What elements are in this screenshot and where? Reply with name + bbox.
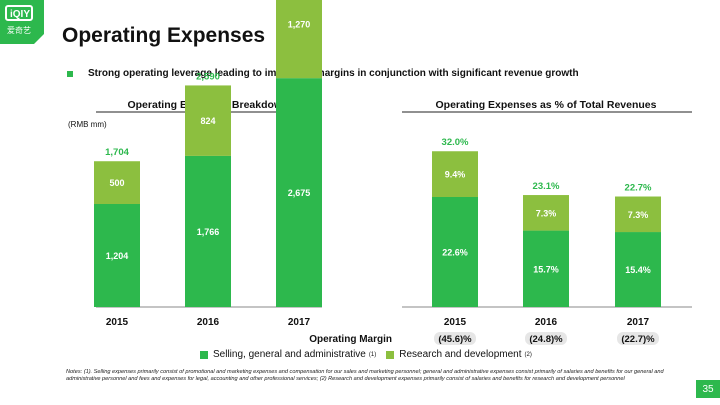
chart-2-xtick-2017: 2017	[627, 317, 650, 328]
legend-item-rnd: Research and development (2)	[386, 349, 532, 360]
chart-2-bar-sga-2016	[523, 230, 569, 307]
operating-margin-label: Operating Margin	[309, 334, 392, 345]
chart-1-unit-label: (RMB mm)	[68, 120, 107, 129]
legend-swatch-sga	[200, 350, 208, 359]
legend-note-rnd: (2)	[524, 351, 532, 358]
chart-1-label-sga-2015: 1,204	[106, 251, 129, 261]
chart-2-label-rnd-2016: 7.3%	[536, 208, 557, 218]
operating-margin-pill-2015	[434, 332, 476, 345]
chart-2-label-sga-2017: 15.4%	[625, 265, 651, 275]
chart-2-total-2015: 32.0%	[442, 137, 469, 148]
page-number: 35	[696, 380, 720, 398]
chart-1-xtick-2015: 2015	[106, 317, 129, 328]
chart-1-label-sga-2017: 2,675	[288, 188, 311, 198]
footnotes: Notes: (1). Selling expenses primarily c…	[66, 369, 664, 383]
operating-margin-value-2015: (45.6)%	[438, 334, 472, 345]
legend-label-rnd: Research and development	[399, 349, 522, 360]
chart-2-title: Operating Expenses as % of Total Revenue…	[436, 99, 657, 111]
operating-margin-pill-2017	[617, 332, 659, 345]
chart-2-label-rnd-2015: 9.4%	[445, 170, 466, 180]
operating-margin-pill-2016	[525, 332, 567, 345]
iqiyi-logo: iQIY 爱奇艺	[0, 0, 44, 44]
chart-1-label-sga-2016: 1,766	[197, 227, 220, 237]
legend: Selling, general and administrative (1) …	[200, 349, 542, 360]
chart-1-label-rnd-2015: 500	[109, 178, 124, 188]
chart-2-xtick-2016: 2016	[535, 317, 558, 328]
key-point: Strong operating leverage leading to imp…	[67, 68, 579, 79]
chart-1-xtick-2017: 2017	[288, 317, 311, 328]
legend-label-sga: Selling, general and administrative	[213, 349, 366, 360]
logo-text: 爱奇艺	[7, 25, 31, 35]
chart-1-bar-sga-2016	[185, 155, 231, 307]
legend-swatch-rnd	[386, 350, 395, 359]
chart-2-label-sga-2016: 15.7%	[533, 264, 559, 274]
chart-1-xtick-2016: 2016	[197, 317, 220, 328]
operating-margin-value-2017: (22.7)%	[621, 334, 655, 345]
key-point-text: Strong operating leverage leading to imp…	[88, 68, 579, 79]
chart-2-total-2017: 22.7%	[625, 183, 652, 194]
chart-2-bar-rnd-2015	[432, 151, 478, 197]
chart-2-xtick-2015: 2015	[444, 317, 467, 328]
chart-2-bar-sga-2017	[615, 232, 661, 307]
operating-margin-value-2016: (24.8)%	[529, 334, 563, 345]
page-title: Operating Expenses	[62, 24, 266, 47]
legend-item-sga: Selling, general and administrative (1)	[200, 349, 376, 360]
chart-2-label-sga-2015: 22.6%	[442, 248, 468, 258]
chart-2-total-2016: 23.1%	[533, 181, 560, 192]
legend-note-sga: (1)	[368, 351, 377, 358]
chart-1-bar-rnd-2017	[276, 0, 322, 79]
bullet-square-icon	[67, 70, 73, 77]
chart-1-bar-rnd-2015	[94, 161, 140, 204]
chart-1-label-rnd-2017: 1,270	[288, 19, 311, 29]
chart-1-total-2016: 2,590	[196, 71, 220, 82]
chart-2-label-rnd-2017: 7.3%	[628, 210, 649, 220]
chart-1-label-rnd-2016: 824	[200, 116, 215, 126]
chart-2-bar-rnd-2017	[615, 196, 661, 233]
chart-1-bar-rnd-2016	[185, 85, 231, 156]
charts-canvas: Operating Expenses Breakdown(RMB mm)1,20…	[68, 0, 692, 345]
chart-2-bar-rnd-2016	[523, 195, 569, 231]
chart-1-total-2015: 1,704	[105, 147, 129, 158]
chart-1-bar-sga-2017	[276, 78, 322, 308]
svg-text:iQIY: iQIY	[10, 9, 30, 20]
chart-2-bar-sga-2015	[432, 197, 478, 307]
chart-1-bar-sga-2015	[94, 204, 140, 307]
